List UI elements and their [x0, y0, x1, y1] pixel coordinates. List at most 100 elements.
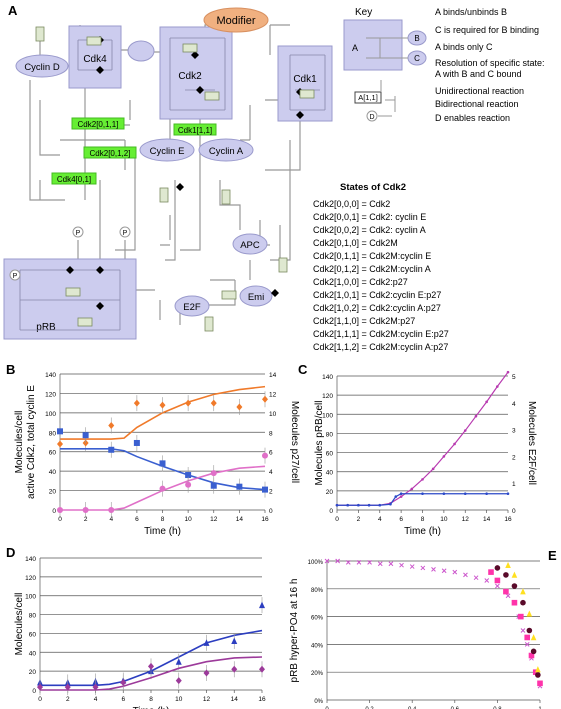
key-item-4: Resolution of specific state: [435, 58, 545, 68]
phosphate-node-3 [9, 269, 21, 281]
key-item-6: Unidirectional reaction [435, 86, 524, 96]
x-tick-label: 8 [421, 516, 425, 523]
y-tick-label: 120 [45, 391, 56, 398]
panel-label-e: E [548, 548, 557, 563]
y-tick-label: 80 [49, 430, 57, 437]
reaction-node [296, 111, 304, 119]
data-point [57, 428, 63, 435]
data-point [389, 502, 392, 506]
data-point [378, 503, 382, 507]
data-point [518, 613, 524, 620]
data-point [442, 455, 446, 458]
data-point [530, 634, 537, 641]
panel-label-a: A [8, 3, 18, 18]
x-tick-label: 14 [483, 516, 491, 523]
data-point [463, 492, 467, 496]
data-point [37, 683, 43, 691]
data-point [496, 385, 499, 388]
data-point [494, 565, 501, 571]
cyclin-e-node [139, 138, 195, 162]
series-line [337, 371, 509, 506]
y-tick-label: 60 [29, 631, 37, 638]
data-point [262, 395, 268, 403]
data-point [488, 569, 494, 575]
key-item-5: A with B and C bound [435, 69, 522, 79]
panel-label-d: D [6, 545, 15, 560]
data-point [133, 399, 140, 407]
reaction-node [96, 66, 104, 74]
chart-d: 0 20 40 60 80 100 120 140 0 2 4 6 8 10 12 14 16 Time (h) M… [14, 556, 266, 709]
y-tick-label: 60 [326, 451, 334, 458]
y-tick-label: 120 [25, 575, 36, 582]
reaction-node [176, 183, 184, 191]
data-point [367, 503, 371, 507]
data-point [108, 507, 115, 513]
y-tick-label: 20% [311, 671, 324, 677]
y-tick-label: 140 [25, 556, 36, 563]
phosphate-node-1 [72, 226, 84, 238]
cyclin-d-node [15, 54, 69, 78]
data-point [530, 648, 537, 655]
data-point [377, 561, 383, 567]
y2-tick-label: 2 [512, 454, 516, 461]
data-point [453, 442, 456, 446]
data-point [231, 665, 238, 673]
key-box [343, 19, 403, 71]
x-axis-label: Time (h) [133, 706, 170, 709]
data-point [262, 486, 268, 493]
data-point [463, 572, 468, 578]
data-point [503, 572, 509, 578]
p-label-1: P [76, 230, 81, 237]
data-point [420, 565, 426, 571]
y-tick-label: 0 [32, 688, 36, 695]
x-tick-label: 16 [504, 516, 512, 523]
data-point [503, 588, 509, 595]
data-point [474, 414, 478, 418]
x-tick-label: 4 [378, 516, 382, 523]
x-tick-label: 0 [38, 696, 42, 703]
state-line: Cdk2[0,0,1] = Cdk2: cyclin E [313, 212, 426, 222]
reaction-node [96, 302, 104, 310]
data-point [159, 401, 166, 409]
x-tick-label: 10 [185, 516, 193, 523]
y2-tick-label: 4 [512, 401, 516, 408]
data-point [505, 593, 511, 599]
x-tick-label: 12 [462, 516, 470, 523]
data-point [535, 672, 541, 678]
data-point [473, 575, 479, 581]
state-line: Cdk2[0,0,0] = Cdk2 [313, 199, 390, 209]
panel-label-c: C [298, 362, 308, 377]
data-point [335, 558, 341, 564]
x-tick-label: 8 [161, 516, 165, 523]
data-point [92, 683, 99, 691]
data-point [175, 658, 182, 665]
y-tick-label: 80 [326, 431, 334, 438]
apc-node [232, 233, 268, 255]
x-tick-label: 0.2 [365, 707, 374, 709]
y2-tick-label: 14 [269, 372, 277, 379]
e2f-node [174, 295, 210, 317]
y-tick-label: 100 [322, 412, 333, 419]
state-tag-cdk4-01-label: Cdk4[0,1] [57, 175, 91, 184]
y-tick-label: 20 [326, 489, 334, 496]
state-tag-cdk2-012-label: Cdk2[0,1,2] [90, 149, 131, 158]
reaction-box [77, 317, 93, 327]
data-point [324, 558, 330, 564]
key-node-c: C [414, 54, 420, 63]
data-point [441, 568, 447, 574]
data-point [421, 478, 424, 481]
data-point [409, 564, 415, 569]
emi-node [239, 285, 273, 307]
x-tick-label: 0.4 [408, 707, 417, 709]
y2-tick-label: 8 [269, 430, 273, 437]
y2-tick-label: 4 [269, 469, 273, 476]
fit-line [40, 656, 263, 691]
x-tick-label: 12 [210, 516, 218, 523]
data-point [399, 492, 403, 496]
x-tick-label: 2 [66, 696, 70, 703]
state-line: Cdk2[1,0,2] = Cdk2:cyclin A:p27 [313, 303, 441, 313]
x-tick-label: 0.8 [493, 707, 502, 709]
key-legend: Key A B C A[1,1] D A binds/unbinds B C i… [343, 7, 545, 123]
y-tick-label: 80 [29, 613, 37, 620]
